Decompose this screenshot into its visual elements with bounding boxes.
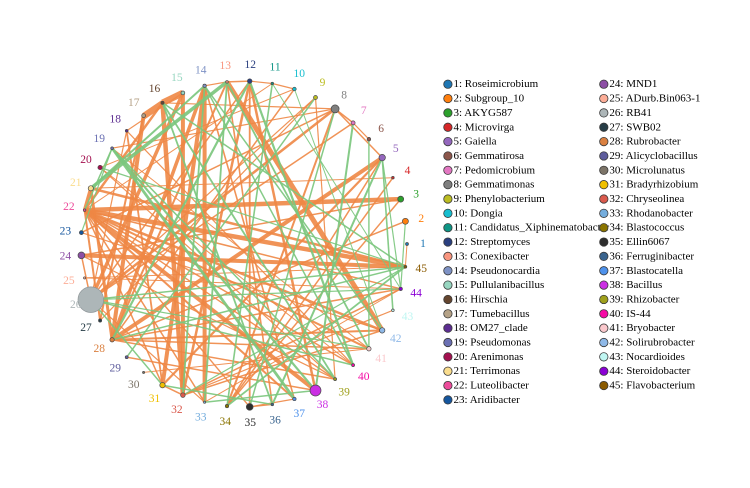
svg-text:22: Luteolibacter: 22: Luteolibacter bbox=[454, 380, 530, 392]
svg-text:26: RB41: 26: RB41 bbox=[609, 107, 651, 119]
svg-text:40: IS-44: 40: IS-44 bbox=[609, 308, 651, 320]
svg-text:29: 29 bbox=[109, 362, 121, 374]
svg-text:42: 42 bbox=[390, 333, 402, 345]
svg-text:9: 9 bbox=[320, 77, 326, 89]
svg-text:20: Arenimonas: 20: Arenimonas bbox=[454, 351, 524, 363]
svg-text:19: 19 bbox=[93, 133, 105, 145]
svg-text:24: MND1: 24: MND1 bbox=[609, 78, 657, 90]
svg-text:25: 25 bbox=[63, 275, 75, 287]
svg-text:7: 7 bbox=[361, 105, 367, 117]
svg-text:2: 2 bbox=[418, 213, 424, 225]
svg-text:25: ADurb.Bin063-1: 25: ADurb.Bin063-1 bbox=[609, 93, 700, 105]
svg-text:18: 18 bbox=[109, 114, 121, 126]
svg-text:12: Streptomyces: 12: Streptomyces bbox=[454, 236, 531, 248]
svg-text:27: SWB02: 27: SWB02 bbox=[609, 121, 661, 133]
svg-text:15: 15 bbox=[171, 72, 183, 84]
svg-text:34: 34 bbox=[220, 416, 232, 428]
svg-text:44: 44 bbox=[410, 287, 422, 299]
svg-text:26: 26 bbox=[70, 299, 82, 311]
svg-text:16: 16 bbox=[149, 83, 161, 95]
svg-text:6: Gemmatirosa: 6: Gemmatirosa bbox=[454, 150, 525, 162]
svg-text:14: 14 bbox=[195, 64, 207, 76]
svg-text:42: Solirubrobacter: 42: Solirubrobacter bbox=[609, 337, 695, 349]
svg-text:44: Steroidobacter: 44: Steroidobacter bbox=[609, 365, 690, 377]
svg-text:43: 43 bbox=[402, 311, 414, 323]
svg-text:28: 28 bbox=[93, 343, 105, 355]
svg-text:39: Rhizobacter: 39: Rhizobacter bbox=[609, 293, 679, 305]
svg-text:10: 10 bbox=[294, 68, 306, 80]
svg-text:41: Bryobacter: 41: Bryobacter bbox=[609, 322, 675, 334]
svg-text:9: Phenylobacterium: 9: Phenylobacterium bbox=[454, 193, 546, 205]
svg-text:16: Hirschia: 16: Hirschia bbox=[454, 293, 508, 305]
svg-text:19: Pseudomonas: 19: Pseudomonas bbox=[454, 337, 531, 349]
svg-text:30: Microlunatus: 30: Microlunatus bbox=[609, 164, 684, 176]
svg-text:11: 11 bbox=[270, 62, 281, 74]
svg-text:15: Pullulanibacillus: 15: Pullulanibacillus bbox=[454, 279, 545, 291]
svg-text:2: Subgroup_10: 2: Subgroup_10 bbox=[454, 93, 525, 105]
svg-text:39: 39 bbox=[338, 386, 350, 398]
svg-text:32: 32 bbox=[171, 404, 183, 416]
svg-text:43: Nocardioides: 43: Nocardioides bbox=[609, 351, 684, 363]
svg-text:40: 40 bbox=[358, 371, 370, 383]
svg-text:1: 1 bbox=[420, 238, 426, 250]
svg-text:38: 38 bbox=[317, 399, 329, 411]
svg-text:35: 35 bbox=[244, 417, 256, 429]
svg-text:1: Roseimicrobium: 1: Roseimicrobium bbox=[454, 78, 539, 90]
svg-text:12: 12 bbox=[244, 59, 256, 71]
svg-text:14: Pseudonocardia: 14: Pseudonocardia bbox=[454, 265, 541, 277]
svg-text:37: 37 bbox=[294, 408, 306, 420]
svg-text:38: Bacillus: 38: Bacillus bbox=[609, 279, 662, 291]
svg-text:23: 23 bbox=[60, 226, 72, 238]
svg-text:35: Ellin6067: 35: Ellin6067 bbox=[609, 236, 670, 248]
svg-text:37: Blastocatella: 37: Blastocatella bbox=[609, 265, 683, 277]
svg-text:3: AKYG587: 3: AKYG587 bbox=[454, 107, 513, 119]
svg-text:34: Blastococcus: 34: Blastococcus bbox=[609, 222, 684, 234]
svg-text:6: 6 bbox=[378, 123, 384, 135]
svg-text:31: Bradyrhizobium: 31: Bradyrhizobium bbox=[609, 179, 698, 191]
svg-text:17: 17 bbox=[128, 97, 140, 109]
svg-text:30: 30 bbox=[128, 379, 140, 391]
svg-text:23: Aridibacter: 23: Aridibacter bbox=[454, 394, 521, 406]
svg-text:13: 13 bbox=[220, 60, 232, 72]
svg-text:36: Ferruginibacter: 36: Ferruginibacter bbox=[609, 250, 694, 262]
svg-text:13: Conexibacter: 13: Conexibacter bbox=[454, 250, 530, 262]
svg-text:5: 5 bbox=[393, 143, 399, 155]
svg-text:33: 33 bbox=[195, 412, 207, 424]
svg-text:5: Gaiella: 5: Gaiella bbox=[454, 136, 497, 148]
svg-text:21: Terrimonas: 21: Terrimonas bbox=[454, 365, 521, 377]
svg-text:8: Gemmatimonas: 8: Gemmatimonas bbox=[454, 179, 535, 191]
svg-text:20: 20 bbox=[80, 154, 92, 166]
svg-text:27: 27 bbox=[80, 322, 92, 334]
svg-text:36: 36 bbox=[269, 414, 281, 426]
svg-text:28: Rubrobacter: 28: Rubrobacter bbox=[609, 136, 681, 148]
svg-text:45: Flavobacterium: 45: Flavobacterium bbox=[609, 380, 695, 392]
svg-text:10: Dongia: 10: Dongia bbox=[454, 207, 503, 219]
svg-text:17: Tumebacillus: 17: Tumebacillus bbox=[454, 308, 530, 320]
svg-text:32: Chryseolinea: 32: Chryseolinea bbox=[609, 193, 684, 205]
svg-text:3: 3 bbox=[413, 189, 419, 201]
svg-text:29: Alicyclobacillus: 29: Alicyclobacillus bbox=[609, 150, 697, 162]
svg-text:8: 8 bbox=[341, 90, 347, 102]
svg-text:11: Candidatus_Xiphinematobact: 11: Candidatus_Xiphinematobacter bbox=[454, 222, 610, 234]
svg-text:41: 41 bbox=[375, 353, 387, 365]
svg-text:31: 31 bbox=[149, 393, 161, 405]
svg-text:4: Microvirga: 4: Microvirga bbox=[454, 121, 515, 133]
svg-text:7: Pedomicrobium: 7: Pedomicrobium bbox=[454, 164, 536, 176]
svg-text:33: Rhodanobacter: 33: Rhodanobacter bbox=[609, 207, 693, 219]
svg-text:21: 21 bbox=[70, 177, 82, 189]
svg-text:24: 24 bbox=[60, 251, 72, 263]
svg-text:4: 4 bbox=[405, 165, 411, 177]
svg-text:18: OM27_clade: 18: OM27_clade bbox=[454, 322, 528, 334]
svg-text:45: 45 bbox=[416, 263, 428, 275]
svg-text:22: 22 bbox=[63, 201, 75, 213]
